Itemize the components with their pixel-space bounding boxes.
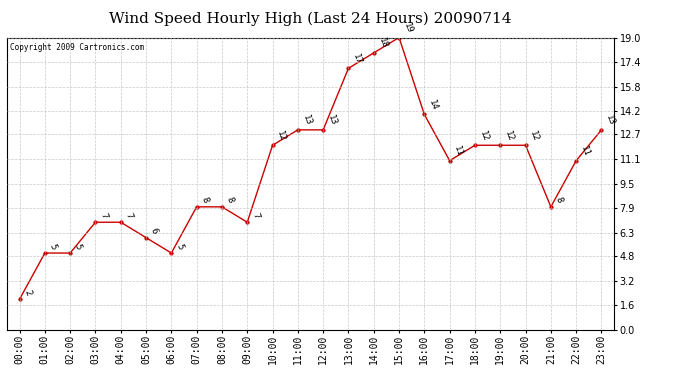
Text: 5: 5 xyxy=(73,242,83,250)
Text: 11: 11 xyxy=(453,145,464,158)
Text: 13: 13 xyxy=(326,114,338,127)
Text: 8: 8 xyxy=(553,196,564,204)
Text: 5: 5 xyxy=(48,242,58,250)
Text: 12: 12 xyxy=(503,129,515,142)
Text: 8: 8 xyxy=(225,196,235,204)
Text: 13: 13 xyxy=(301,114,313,127)
Text: 7: 7 xyxy=(124,211,134,219)
Text: 18: 18 xyxy=(377,37,388,50)
Text: 7: 7 xyxy=(98,211,108,219)
Text: 12: 12 xyxy=(477,129,490,142)
Text: 12: 12 xyxy=(529,129,540,142)
Text: 17: 17 xyxy=(351,53,364,66)
Text: 13: 13 xyxy=(604,114,616,127)
Text: 2: 2 xyxy=(22,288,32,296)
Text: 14: 14 xyxy=(427,99,440,112)
Text: 7: 7 xyxy=(250,211,260,219)
Text: 19: 19 xyxy=(402,21,414,35)
Text: 8: 8 xyxy=(199,196,210,204)
Text: 11: 11 xyxy=(579,145,591,158)
Text: Wind Speed Hourly High (Last 24 Hours) 20090714: Wind Speed Hourly High (Last 24 Hours) 2… xyxy=(109,11,512,26)
Text: 12: 12 xyxy=(275,129,288,142)
Text: 5: 5 xyxy=(174,242,184,250)
Text: Copyright 2009 Cartronics.com: Copyright 2009 Cartronics.com xyxy=(10,44,144,52)
Text: 6: 6 xyxy=(149,227,159,235)
